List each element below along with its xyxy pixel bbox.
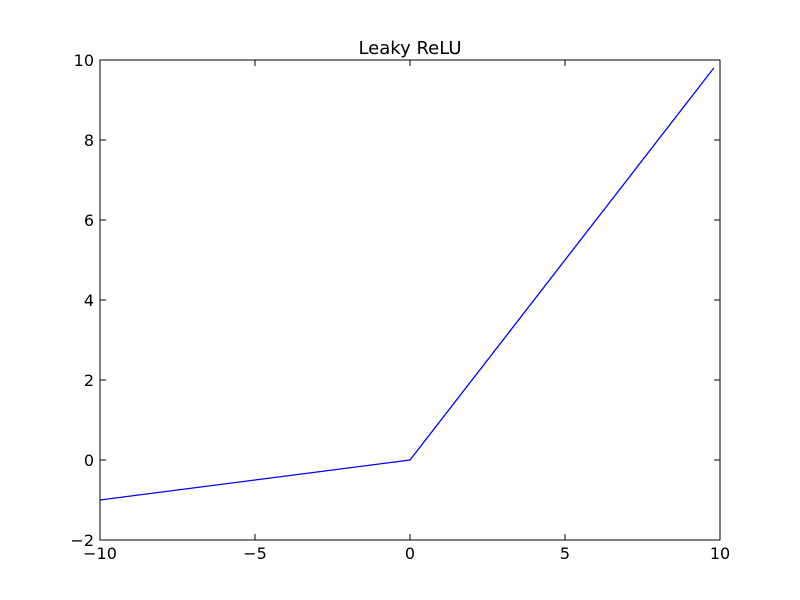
y-tick-label: 2 bbox=[84, 371, 94, 390]
series-layer bbox=[99, 67, 715, 501]
y-tick-label: 8 bbox=[84, 131, 94, 150]
y-tick-label: 0 bbox=[84, 451, 94, 470]
y-tick-label: 6 bbox=[84, 211, 94, 230]
tick-layer: −10 −5 0 5 10 −2 0 2 4 6 8 10 bbox=[70, 51, 730, 563]
y-tick-label: 4 bbox=[84, 291, 94, 310]
x-tick-label: −10 bbox=[83, 544, 117, 563]
x-tick-label: 5 bbox=[560, 544, 570, 563]
series-line-0 bbox=[99, 67, 715, 501]
chart-title: Leaky ReLU bbox=[358, 38, 461, 59]
plot-frame bbox=[99, 59, 721, 541]
x-tick-label: −5 bbox=[243, 544, 267, 563]
y-tick-label: 10 bbox=[74, 51, 94, 70]
x-tick-label: 10 bbox=[710, 544, 730, 563]
x-tick-label: 0 bbox=[405, 544, 415, 563]
y-tick-label: −2 bbox=[70, 531, 94, 550]
